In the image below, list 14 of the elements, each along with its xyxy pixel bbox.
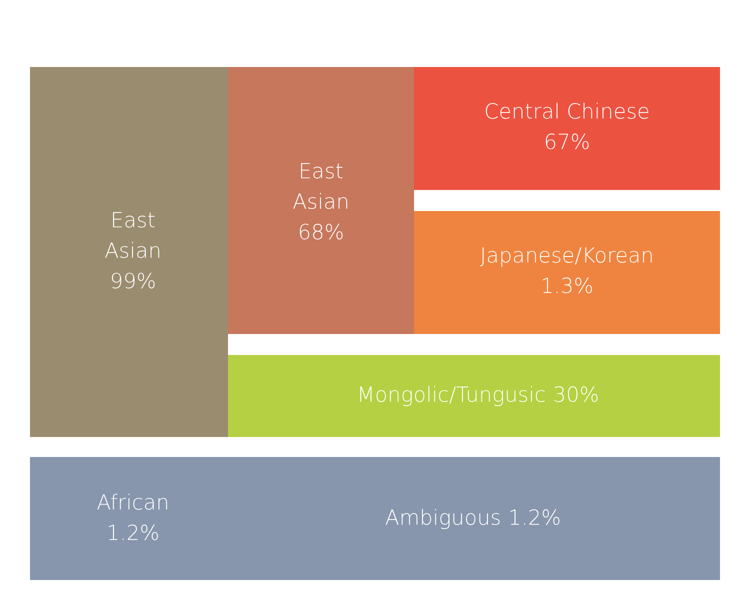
category-label: East Asian [293, 163, 348, 210]
data-label: 1.2% [510, 509, 560, 526]
category-label: East Asian [105, 212, 160, 258]
data-label: 1.2% [108, 524, 158, 540]
category-label: Central Chinese [486, 102, 648, 119]
data-label: 30% [554, 386, 598, 402]
data-label: 68% [300, 224, 343, 240]
data-label: 99% [112, 272, 155, 288]
category-label: Mongolic/Tungusic [360, 386, 545, 406]
data-label: 67% [546, 134, 589, 150]
data-label: 1.3% [542, 278, 592, 294]
category-label: Ambiguous [386, 508, 500, 530]
category-label: Japanese/Korean [480, 247, 652, 267]
category-label: African [97, 494, 168, 510]
